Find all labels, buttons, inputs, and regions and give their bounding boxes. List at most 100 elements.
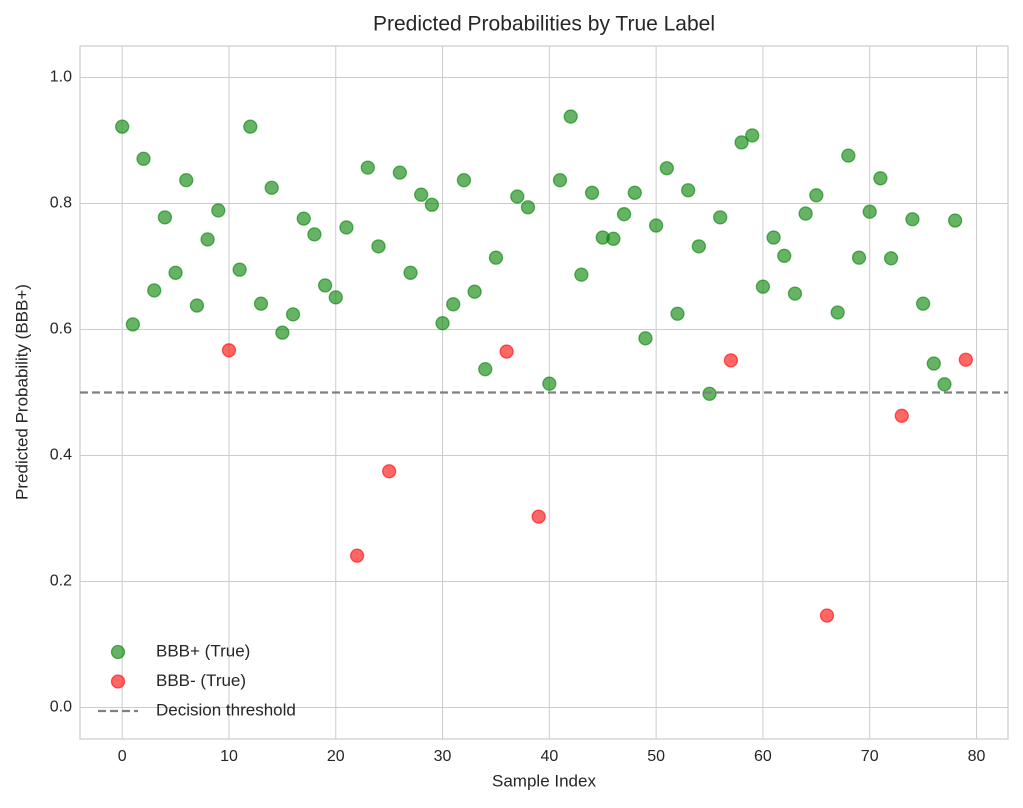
legend-label: BBB- (True) — [156, 671, 246, 690]
y-tick-label: 0.4 — [50, 447, 72, 464]
scatter-point — [243, 119, 258, 134]
legend-marker — [110, 674, 126, 689]
marks — [80, 109, 1008, 623]
scatter-point — [232, 262, 247, 277]
scatter-point — [510, 189, 525, 204]
scatter-point — [723, 353, 739, 368]
scatter-point — [638, 331, 653, 346]
scatter-point — [552, 173, 568, 188]
scatter-point — [873, 171, 888, 186]
scatter-point — [958, 352, 973, 367]
scatter-point — [221, 343, 237, 358]
scatter-point — [253, 296, 269, 311]
scatter-point — [702, 386, 717, 401]
scatter-point — [745, 128, 760, 143]
scatter-point — [414, 187, 429, 202]
scatter-point — [798, 206, 813, 221]
scatter-point — [841, 148, 856, 163]
x-tick-label: 0 — [118, 748, 127, 765]
scatter-point — [360, 160, 375, 175]
legend-label: Decision threshold — [156, 700, 296, 719]
scatter-point — [883, 251, 899, 266]
scatter-point — [285, 307, 301, 322]
scatter-point — [467, 284, 482, 299]
scatter-point — [851, 250, 867, 265]
x-tick-label: 60 — [754, 748, 772, 765]
scatter-point — [115, 119, 130, 134]
scatter-point — [147, 283, 162, 298]
scatter-point — [755, 279, 771, 294]
x-tick-label: 50 — [647, 748, 665, 765]
scatter-point — [328, 290, 343, 305]
scatter-point — [125, 317, 141, 332]
scatter-point — [307, 227, 322, 242]
scatter-point — [403, 265, 418, 280]
scatter-point — [157, 210, 173, 225]
scatter-point — [862, 204, 877, 219]
grid: 0 10 20 30 40 50 60 70 80 0.0 0.2 0.4 0.6 0.8 1.0 — [50, 46, 1008, 765]
scatter-point — [584, 185, 600, 200]
chart-title: Predicted Probabilities by True Label — [373, 13, 715, 36]
scatter-point — [563, 109, 578, 124]
scatter-point — [531, 509, 546, 524]
legend-label: BBB+ (True) — [156, 641, 250, 660]
scatter-point — [659, 161, 674, 176]
x-tick-label: 30 — [434, 748, 452, 765]
y-tick-label: 0.6 — [50, 321, 72, 338]
scatter-point — [777, 248, 792, 263]
scatter-point — [809, 188, 824, 203]
scatter-point — [937, 377, 952, 392]
scatter-point — [606, 231, 621, 246]
x-axis-label: Sample Index — [492, 771, 596, 790]
scatter-point — [627, 185, 642, 200]
scatter-point — [830, 305, 845, 320]
scatter-point — [424, 197, 440, 212]
scatter-point — [520, 200, 536, 215]
scatter-point — [915, 296, 931, 311]
x-tick-label: 40 — [540, 748, 558, 765]
y-tick-label: 0.2 — [50, 573, 72, 590]
x-tick-label: 10 — [220, 748, 238, 765]
scatter-point — [691, 239, 706, 254]
scatter-point — [819, 608, 835, 623]
scatter-point — [264, 180, 279, 195]
scatter-point — [542, 376, 557, 391]
scatter-point — [392, 165, 407, 180]
scatter-point — [681, 183, 696, 198]
scatter-point — [136, 151, 151, 166]
legend-marker — [110, 644, 126, 660]
x-tick-label: 80 — [968, 748, 986, 765]
scatter-point — [766, 230, 781, 245]
scatter-point — [713, 210, 728, 225]
scatter-point — [382, 464, 397, 479]
scatter-point — [435, 316, 450, 331]
scatter-point — [648, 218, 664, 233]
scatter-point — [670, 306, 685, 321]
scatter-point — [168, 265, 183, 280]
scatter-point — [275, 325, 290, 340]
scatter-point — [211, 203, 226, 218]
scatter-point — [179, 173, 194, 188]
scatter-point — [734, 135, 749, 150]
scatter-point — [616, 207, 632, 222]
scatter-point — [574, 267, 589, 282]
scatter-point — [894, 408, 909, 423]
scatter-point — [478, 362, 493, 377]
x-tick-label: 20 — [327, 748, 345, 765]
scatter-point — [488, 250, 504, 265]
scatter-point — [947, 213, 963, 228]
scatter-point — [905, 212, 920, 227]
scatter-point — [349, 548, 365, 563]
y-tick-label: 0.0 — [50, 699, 72, 716]
scatter-point — [200, 232, 215, 247]
scatter-point — [446, 297, 461, 312]
scatter-point — [189, 298, 205, 313]
y-tick-label: 1.0 — [50, 69, 72, 86]
scatter-point — [787, 286, 803, 301]
y-tick-label: 0.8 — [50, 195, 72, 212]
scatter-point — [317, 278, 333, 293]
scatter-point — [296, 211, 311, 226]
scatter-point — [371, 239, 386, 254]
scatter-point — [926, 356, 941, 371]
